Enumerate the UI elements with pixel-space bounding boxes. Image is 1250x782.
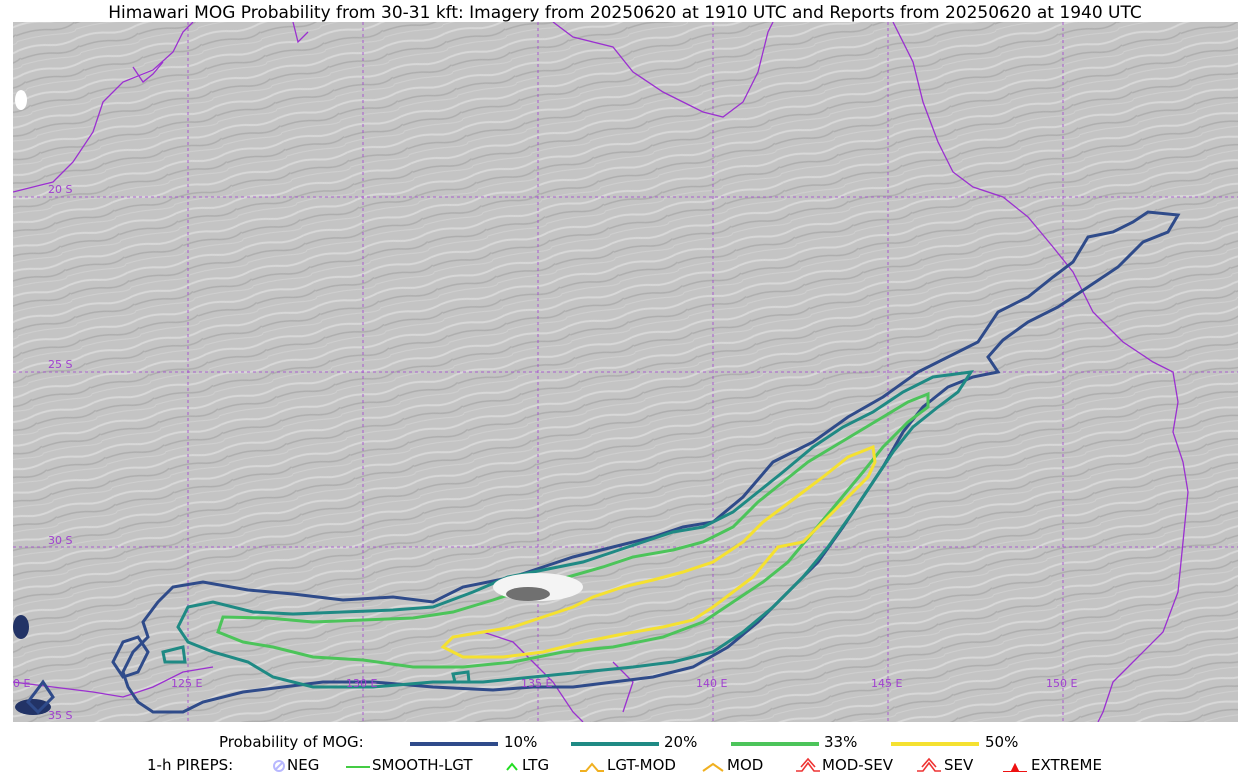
legend-33-label: 33%: [824, 733, 858, 751]
lat-label-20s: 20 S: [48, 183, 73, 196]
lon-label-125e: 125 E: [171, 677, 203, 690]
pirep-sev-label: SEV: [944, 756, 974, 774]
contour-20: [176, 370, 975, 689]
lon-label-150e: 150 E: [1046, 677, 1078, 690]
swatch-20: [571, 742, 659, 746]
double-hat-icon: [796, 757, 820, 772]
pireps-legend-label: 1-h PIREPS:: [147, 756, 234, 774]
contour-50: [440, 444, 877, 659]
satellite-map: 20 S 25 S 30 S 35 S 120 E 125 E 130 E 13…: [13, 22, 1238, 722]
pirep-neg-label: NEG: [287, 756, 320, 774]
pireps-legend: 1-h PIREPS: NEG SMOOTH-LGT LTG LGT-MOD M…: [0, 756, 1250, 776]
coastline: [13, 22, 1189, 722]
map-canvas: [13, 22, 1238, 722]
pirep-smooth-lgt-label: SMOOTH-LGT: [372, 756, 473, 774]
filled-hat-icon: [1003, 763, 1027, 772]
cloud-patch: [493, 573, 583, 601]
map-title: Himawari MOG Probability from 30-31 kft:…: [108, 3, 1142, 23]
line-icon: [346, 766, 370, 768]
lat-label-25s: 25 S: [48, 358, 73, 371]
lon-label-145e: 145 E: [871, 677, 903, 690]
double-hat-icon: [917, 757, 941, 772]
contour-33: [216, 391, 930, 669]
neg-icon: [273, 760, 285, 772]
hat-icon: [580, 762, 604, 772]
contour-10: [121, 210, 1181, 714]
pirep-lgt-mod-label: LGT-MOD: [607, 756, 676, 774]
probability-legend: Probability of MOG: 10% 20% 33% 50%: [0, 733, 1250, 753]
legend-20-label: 20%: [664, 733, 698, 751]
lat-label-35s: 35 S: [48, 709, 73, 722]
chevron-up-icon: [506, 762, 518, 771]
lon-label-130e: 130 E: [346, 677, 378, 690]
pirep-extreme-label: EXTREME: [1031, 756, 1102, 774]
pirep-mod-label: MOD: [727, 756, 764, 774]
swatch-10: [410, 742, 498, 746]
contour-20-small: [161, 645, 471, 684]
contour-10-small: [26, 635, 150, 715]
lon-label-135e: 135 E: [521, 677, 553, 690]
pirep-mod-sev-label: MOD-SEV: [822, 756, 893, 774]
legend-50-label: 50%: [985, 733, 1019, 751]
chevron-up-icon: [702, 762, 724, 772]
lat-label-30s: 30 S: [48, 534, 73, 547]
legend-10-label: 10%: [504, 733, 538, 751]
lon-label-140e: 140 E: [696, 677, 728, 690]
lon-label-120e: 120 E: [13, 677, 31, 690]
pirep-ltg-label: LTG: [522, 756, 550, 774]
swatch-33: [731, 742, 819, 746]
swatch-50: [891, 742, 979, 746]
probability-legend-label: Probability of MOG:: [219, 733, 364, 751]
